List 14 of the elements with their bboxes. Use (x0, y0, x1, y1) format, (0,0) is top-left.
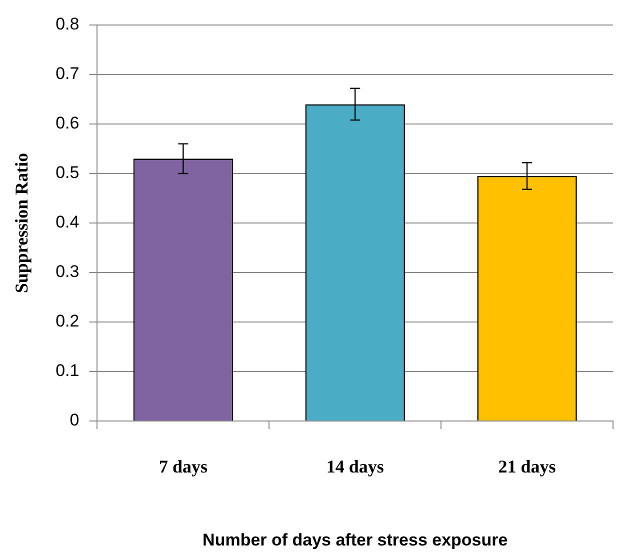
y-tick-label: 0.7 (56, 64, 80, 84)
x-axis-title: Number of days after stress exposure (202, 530, 508, 550)
y-tick-label: 0.4 (56, 212, 80, 232)
y-tick-label: 0.3 (56, 262, 80, 282)
y-tick-label: 0.2 (56, 312, 80, 331)
y-tick-label: 0.5 (56, 163, 80, 182)
y-tick-label: 0.8 (56, 14, 80, 34)
x-tick-label: 14 days (326, 456, 384, 476)
y-tick-label: 0.6 (56, 114, 80, 133)
x-tick-label: 21 days (498, 456, 556, 476)
y-tick-label: 0.1 (56, 361, 80, 380)
x-tick-label: 7 days (158, 456, 208, 476)
y-tick-label: 0 (70, 410, 80, 430)
y-axis-title: Suppression Ratio (11, 152, 32, 294)
